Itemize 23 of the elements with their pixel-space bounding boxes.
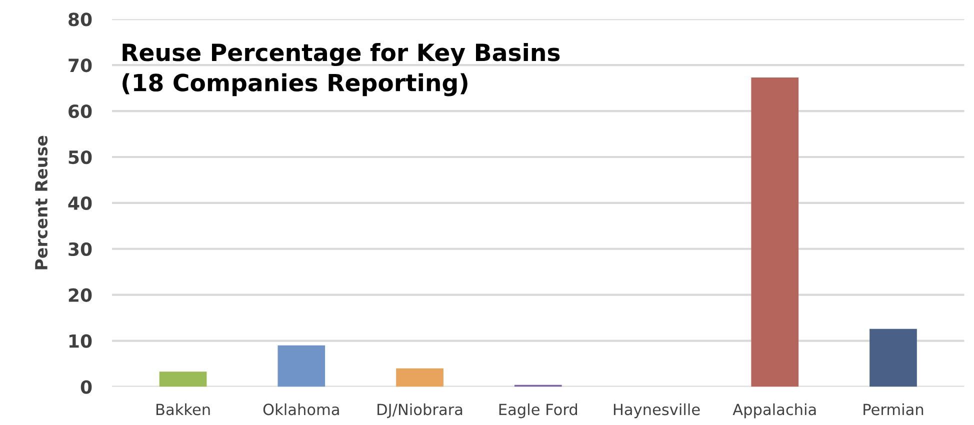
x-tick-label: Oklahoma [263,403,339,416]
y-tick-label: 80 [68,12,92,26]
y-tick-label: 0 [80,380,92,394]
x-tick-label: DJ/Niobrara [378,403,462,418]
x-tick-label: Bakken [156,403,210,416]
y-tick-label: 10 [69,334,92,348]
bar [278,345,326,387]
y-tick-label: 70 [68,58,92,72]
y-tick-label: 50 [68,150,92,164]
bar [396,368,444,387]
y-tick-label: 40 [68,196,92,210]
y-tick-label: 30 [68,242,92,256]
x-tick-label: Haynesville [614,403,700,418]
y-tick-label: 20 [68,288,92,302]
text: Reuse Percentage for Key Basins (18 Companies Reporting) [122,43,560,96]
bar [870,328,917,387]
x-tick-label: Eagle Ford [499,403,577,418]
y-tick-label: 60 [68,104,92,118]
bar [159,372,207,387]
bar [751,77,799,387]
x-tick-label: Appalachia [732,403,816,418]
y-axis-title: Percent Reuse [35,136,48,270]
x-tick-label: Permian [864,403,924,416]
